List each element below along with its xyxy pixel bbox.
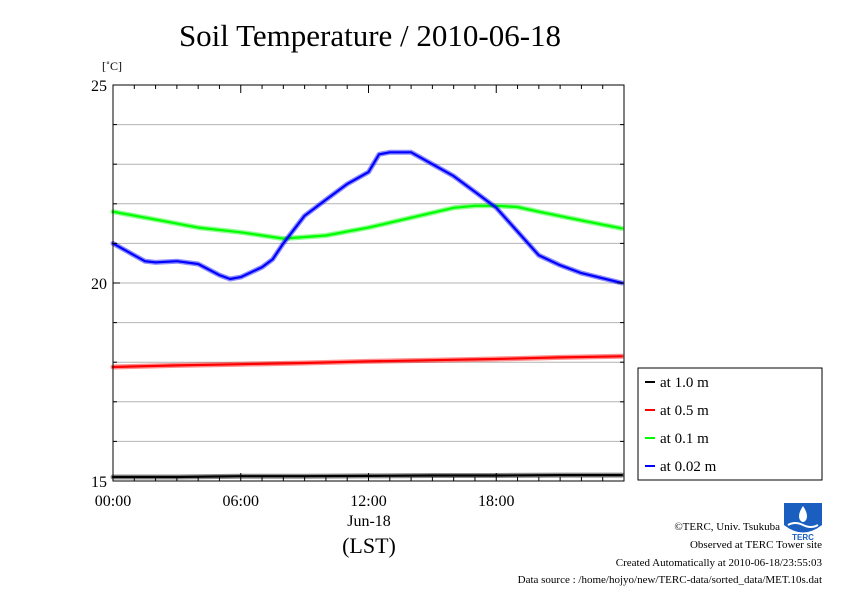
series-line-2 [111, 204, 624, 240]
copyright-text: ©TERC, Univ. Tsukuba [674, 521, 780, 533]
series-line-halo-2 [110, 203, 625, 242]
series-lines [110, 149, 625, 480]
grid-lines [113, 124, 624, 442]
chart-title: Soil Temperature / 2010-06-18 [179, 18, 561, 53]
axis-ticks [112, 84, 625, 482]
time-zone-label: (LST) [342, 533, 396, 558]
terc-logo-drop-icon [799, 506, 807, 522]
legend-label-1: at 0.5 m [660, 403, 709, 419]
legend-label-0: at 1.0 m [660, 375, 709, 391]
site-text: Observed at TERC Tower site [690, 539, 822, 551]
y-axis-label: [˚C] [102, 59, 122, 73]
y-tick-label: 25 [91, 78, 107, 95]
x-tick-labels: 00:00 06:00 12:00 18:00 [95, 493, 515, 510]
series-line-1 [111, 355, 624, 369]
legend: at 1.0 m at 0.5 m at 0.1 m at 0.02 m [637, 367, 823, 481]
x-tick-label: 00:00 [95, 493, 131, 510]
created-text: Created Automatically at 2010-06-18/23:5… [616, 557, 823, 569]
y-tick-label: 15 [91, 474, 107, 491]
legend-label-2: at 0.1 m [660, 431, 709, 447]
terc-logo-text: TERC [792, 533, 814, 542]
terc-logo-wave-icon [787, 522, 819, 528]
date-label: Jun-18 [347, 513, 391, 530]
y-tick-labels: 15 20 25 [91, 78, 107, 491]
legend-box [637, 367, 823, 481]
y-tick-label: 20 [91, 276, 107, 293]
x-tick-label: 12:00 [350, 493, 386, 510]
legend-label-3: at 0.02 m [660, 459, 717, 475]
x-tick-label: 06:00 [223, 493, 259, 510]
footer-credits: ©TERC, Univ. Tsukuba Observed at TERC To… [518, 521, 823, 586]
data-source-text: Data source : /home/hojyo/new/TERC-data/… [518, 574, 822, 586]
series-line-3 [111, 151, 624, 285]
x-tick-label: 18:00 [478, 493, 514, 510]
terc-logo: TERC [784, 503, 822, 542]
